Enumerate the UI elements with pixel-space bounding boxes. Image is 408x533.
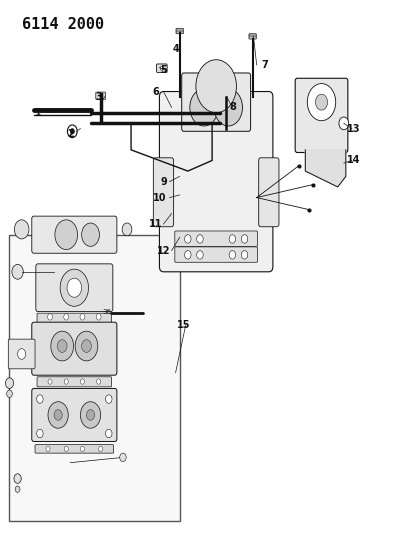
Circle shape [60,269,89,306]
FancyBboxPatch shape [160,92,273,272]
Circle shape [54,410,62,420]
Circle shape [64,446,68,451]
Circle shape [82,340,91,352]
Text: 11: 11 [149,219,162,229]
Text: 5: 5 [160,66,167,75]
Circle shape [214,89,242,126]
Text: 12: 12 [157,246,170,256]
Circle shape [241,235,248,243]
Text: 2: 2 [67,129,74,139]
Circle shape [64,379,68,384]
Circle shape [120,453,126,462]
Text: 4: 4 [172,44,179,54]
FancyBboxPatch shape [175,231,257,246]
Circle shape [184,235,191,243]
Circle shape [48,379,52,384]
Circle shape [12,264,23,279]
Circle shape [48,314,53,320]
Circle shape [80,379,84,384]
Text: 9: 9 [160,176,167,187]
Circle shape [46,446,50,451]
Circle shape [229,251,235,259]
Text: 36: 36 [103,309,112,314]
Text: 1: 1 [35,108,41,118]
Text: 7: 7 [262,60,268,70]
Circle shape [80,402,101,428]
Circle shape [96,314,101,320]
Circle shape [14,474,21,483]
Circle shape [315,94,328,110]
FancyBboxPatch shape [32,322,117,375]
Circle shape [106,395,112,403]
Circle shape [55,220,78,249]
Circle shape [307,84,336,120]
Circle shape [196,60,236,113]
FancyBboxPatch shape [153,158,174,227]
Circle shape [18,349,26,359]
Text: 15: 15 [177,320,191,330]
Circle shape [75,331,98,361]
Circle shape [15,486,20,492]
Circle shape [67,278,82,297]
Circle shape [64,314,69,320]
Circle shape [80,314,85,320]
FancyBboxPatch shape [182,73,251,131]
Text: 8: 8 [229,102,236,112]
Bar [9,235,180,521]
Circle shape [241,251,248,259]
FancyBboxPatch shape [259,158,279,227]
FancyBboxPatch shape [36,264,113,312]
Text: 10: 10 [153,192,166,203]
Circle shape [5,378,13,389]
Text: 13: 13 [347,124,361,134]
Text: 3: 3 [95,92,102,102]
Circle shape [48,402,68,428]
Circle shape [339,117,349,130]
Circle shape [99,446,103,451]
FancyBboxPatch shape [157,64,167,72]
Circle shape [122,223,132,236]
Polygon shape [305,150,346,187]
Circle shape [67,125,77,138]
Circle shape [97,379,101,384]
Circle shape [14,220,29,239]
FancyBboxPatch shape [222,93,231,99]
Circle shape [7,390,12,398]
Circle shape [197,235,203,243]
FancyBboxPatch shape [8,339,35,369]
FancyBboxPatch shape [176,28,183,34]
Circle shape [197,251,203,259]
FancyBboxPatch shape [32,389,117,441]
Circle shape [80,446,84,451]
Text: 14: 14 [347,156,361,165]
Circle shape [37,429,43,438]
Circle shape [190,89,218,126]
FancyBboxPatch shape [37,313,112,326]
Circle shape [86,410,95,420]
FancyBboxPatch shape [32,216,117,253]
Circle shape [160,66,164,70]
Text: 6: 6 [152,86,159,96]
Circle shape [51,331,73,361]
Circle shape [37,395,43,403]
Circle shape [70,128,74,134]
Circle shape [106,429,112,438]
FancyBboxPatch shape [37,377,112,387]
Circle shape [57,340,67,352]
FancyBboxPatch shape [35,445,114,453]
FancyBboxPatch shape [295,78,348,152]
Text: 6114 2000: 6114 2000 [22,17,104,33]
FancyBboxPatch shape [175,247,257,262]
Circle shape [82,223,100,246]
FancyBboxPatch shape [249,34,256,39]
FancyBboxPatch shape [96,92,106,100]
Circle shape [184,251,191,259]
Circle shape [229,235,235,243]
